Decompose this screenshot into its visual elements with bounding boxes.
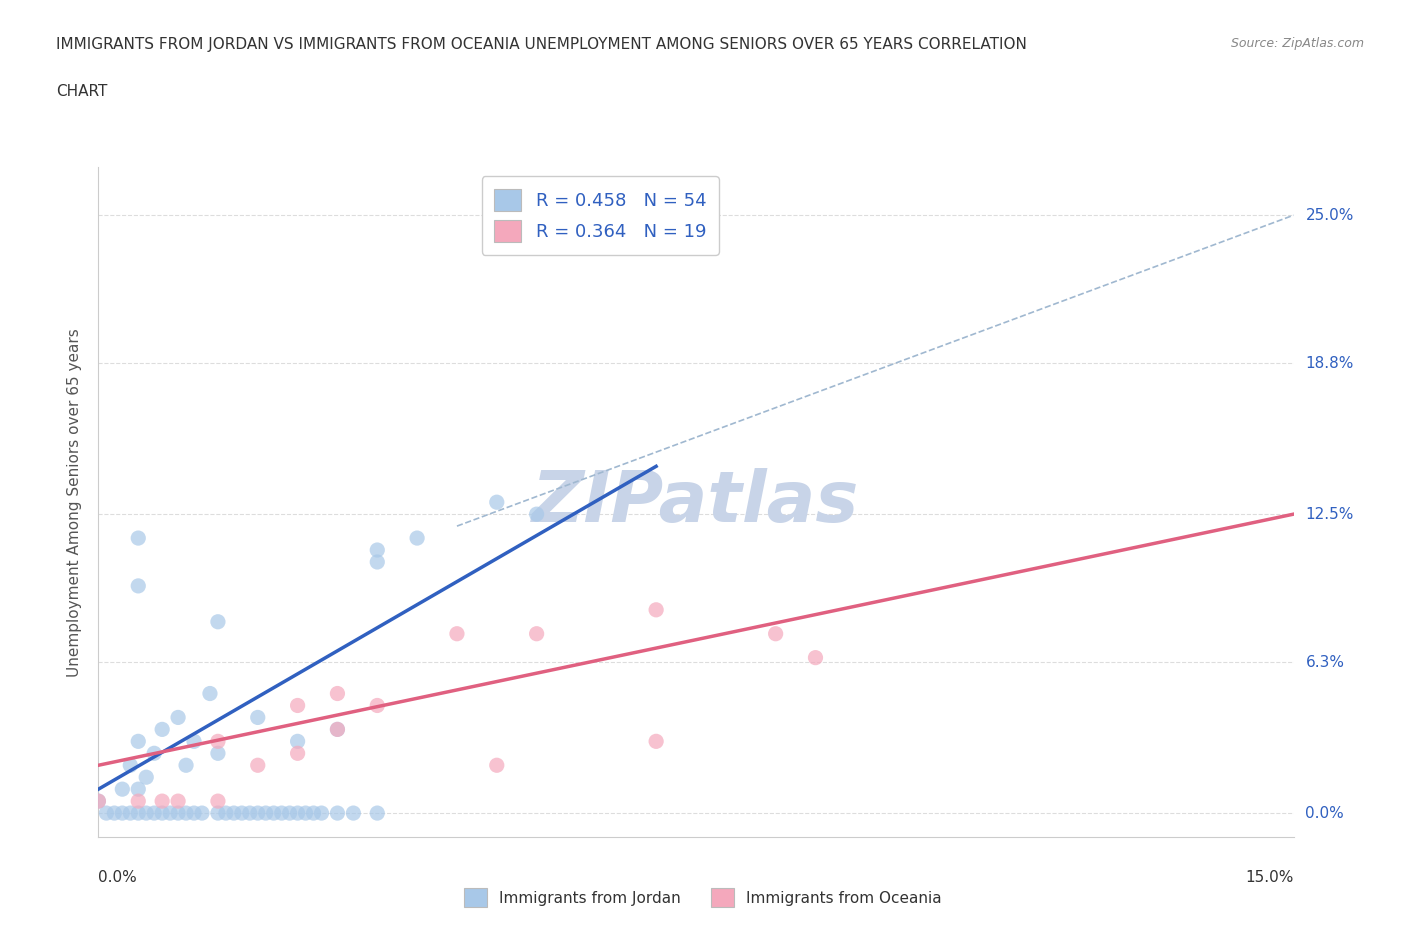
Point xyxy=(207,805,229,820)
Point xyxy=(120,758,142,773)
Point xyxy=(183,734,205,749)
Point xyxy=(150,793,173,808)
Point xyxy=(103,805,125,820)
Point xyxy=(485,758,508,773)
Point xyxy=(215,805,238,820)
Point xyxy=(127,782,149,797)
Point xyxy=(366,698,388,713)
Text: 25.0%: 25.0% xyxy=(1305,207,1354,222)
Text: 0.0%: 0.0% xyxy=(1305,805,1344,820)
Point xyxy=(342,805,364,820)
Point xyxy=(645,603,668,618)
Point xyxy=(406,531,429,546)
Point xyxy=(111,805,134,820)
Point xyxy=(127,578,149,593)
Point xyxy=(246,758,269,773)
Point xyxy=(302,805,325,820)
Point xyxy=(246,805,269,820)
Point xyxy=(263,805,285,820)
Point xyxy=(326,722,349,737)
Point xyxy=(167,805,190,820)
Point xyxy=(446,626,468,641)
Point xyxy=(239,805,262,820)
Point xyxy=(207,734,229,749)
Point xyxy=(143,746,166,761)
Point xyxy=(127,793,149,808)
Point xyxy=(287,698,309,713)
Point xyxy=(198,686,221,701)
Point xyxy=(96,805,118,820)
Point xyxy=(246,710,269,724)
Point xyxy=(135,805,157,820)
Point xyxy=(287,805,309,820)
Point xyxy=(366,542,388,557)
Y-axis label: Unemployment Among Seniors over 65 years: Unemployment Among Seniors over 65 years xyxy=(67,328,83,677)
Text: IMMIGRANTS FROM JORDAN VS IMMIGRANTS FROM OCEANIA UNEMPLOYMENT AMONG SENIORS OVE: IMMIGRANTS FROM JORDAN VS IMMIGRANTS FRO… xyxy=(56,37,1028,52)
Point xyxy=(87,793,110,808)
Point xyxy=(127,531,149,546)
Point xyxy=(120,805,142,820)
Point xyxy=(287,746,309,761)
Point xyxy=(167,793,190,808)
Point xyxy=(326,805,349,820)
Point xyxy=(765,626,787,641)
Legend: Immigrants from Jordan, Immigrants from Oceania: Immigrants from Jordan, Immigrants from … xyxy=(458,883,948,913)
Text: 6.3%: 6.3% xyxy=(1305,655,1344,670)
Point xyxy=(143,805,166,820)
Point xyxy=(804,650,827,665)
Point xyxy=(174,758,197,773)
Point xyxy=(366,805,388,820)
Point xyxy=(207,793,229,808)
Point xyxy=(167,710,190,724)
Point xyxy=(207,615,229,630)
Text: CHART: CHART xyxy=(56,84,108,99)
Point xyxy=(294,805,316,820)
Point xyxy=(174,805,197,820)
Point xyxy=(366,554,388,569)
Point xyxy=(111,782,134,797)
Point xyxy=(645,734,668,749)
Point xyxy=(159,805,181,820)
Point xyxy=(87,793,110,808)
Point xyxy=(222,805,245,820)
Legend: R = 0.458   N = 54, R = 0.364   N = 19: R = 0.458 N = 54, R = 0.364 N = 19 xyxy=(482,177,718,255)
Point xyxy=(326,686,349,701)
Text: 0.0%: 0.0% xyxy=(98,870,138,885)
Text: 12.5%: 12.5% xyxy=(1305,507,1354,522)
Point xyxy=(278,805,301,820)
Text: 15.0%: 15.0% xyxy=(1246,870,1294,885)
Point xyxy=(485,495,508,510)
Point xyxy=(526,626,548,641)
Point xyxy=(127,734,149,749)
Text: Source: ZipAtlas.com: Source: ZipAtlas.com xyxy=(1230,37,1364,50)
Point xyxy=(183,805,205,820)
Point xyxy=(287,734,309,749)
Point xyxy=(150,805,173,820)
Point xyxy=(191,805,214,820)
Point xyxy=(326,722,349,737)
Point xyxy=(254,805,277,820)
Point xyxy=(150,722,173,737)
Point xyxy=(311,805,333,820)
Point xyxy=(526,507,548,522)
Point xyxy=(270,805,292,820)
Point xyxy=(127,805,149,820)
Text: ZIPatlas: ZIPatlas xyxy=(533,468,859,537)
Text: 18.8%: 18.8% xyxy=(1305,356,1354,371)
Point xyxy=(231,805,253,820)
Point xyxy=(135,770,157,785)
Point xyxy=(207,746,229,761)
